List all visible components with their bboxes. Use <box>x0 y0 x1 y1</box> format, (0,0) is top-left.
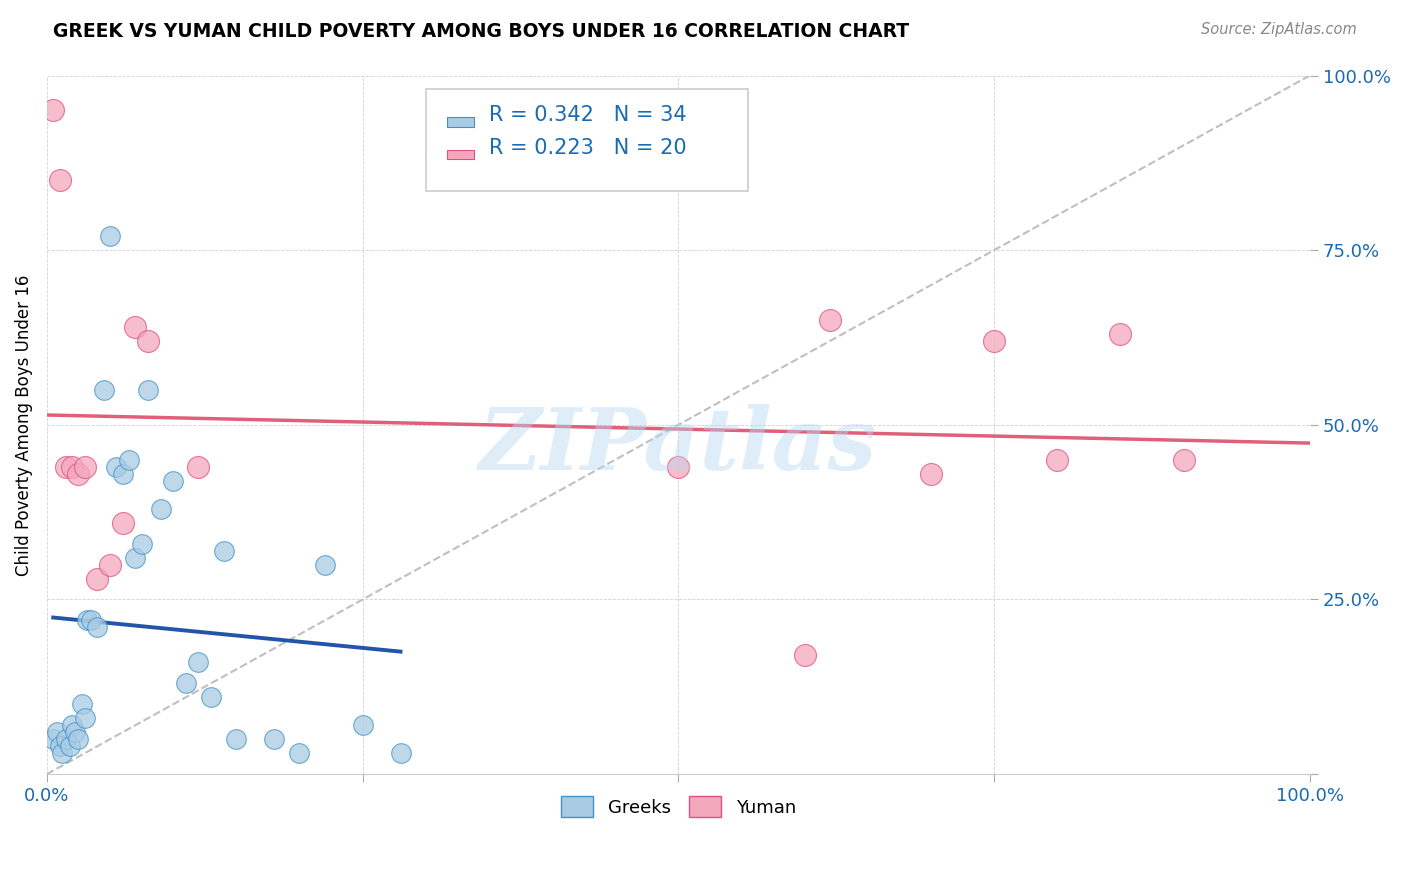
Point <box>920 467 942 481</box>
Point <box>162 474 184 488</box>
Point <box>288 746 311 760</box>
Point <box>1109 326 1132 341</box>
Text: ZIPatlas: ZIPatlas <box>479 404 877 488</box>
Point <box>73 459 96 474</box>
Point <box>55 459 77 474</box>
Point <box>63 725 86 739</box>
Point <box>59 739 82 754</box>
Point <box>86 620 108 634</box>
Point <box>98 558 121 572</box>
Point <box>80 614 103 628</box>
Text: R = 0.223   N = 20: R = 0.223 N = 20 <box>489 138 686 158</box>
Point <box>55 732 77 747</box>
Point <box>70 698 93 712</box>
Point <box>86 572 108 586</box>
Point <box>105 459 128 474</box>
Point <box>73 711 96 725</box>
Point <box>149 501 172 516</box>
Point <box>818 313 841 327</box>
Point <box>136 383 159 397</box>
Point <box>93 383 115 397</box>
Point <box>67 467 90 481</box>
Point <box>983 334 1005 348</box>
Point <box>42 732 65 747</box>
Point <box>174 676 197 690</box>
Point <box>225 732 247 747</box>
Y-axis label: Child Poverty Among Boys Under 16: Child Poverty Among Boys Under 16 <box>15 274 32 575</box>
Point <box>98 229 121 244</box>
FancyBboxPatch shape <box>447 117 474 127</box>
Point <box>48 739 70 754</box>
Point <box>42 103 65 118</box>
Point <box>48 173 70 187</box>
Point <box>263 732 285 747</box>
Point <box>60 718 83 732</box>
Point <box>111 516 134 530</box>
Point <box>136 334 159 348</box>
Text: GREEK VS YUMAN CHILD POVERTY AMONG BOYS UNDER 16 CORRELATION CHART: GREEK VS YUMAN CHILD POVERTY AMONG BOYS … <box>53 22 910 41</box>
Point <box>46 725 69 739</box>
Point <box>111 467 134 481</box>
Point <box>389 746 412 760</box>
Point <box>124 320 146 334</box>
Point <box>212 543 235 558</box>
Point <box>118 452 141 467</box>
FancyBboxPatch shape <box>447 150 474 160</box>
Point <box>187 459 209 474</box>
Text: R = 0.342   N = 34: R = 0.342 N = 34 <box>489 105 686 126</box>
Point <box>187 656 209 670</box>
Point <box>793 648 815 663</box>
Point <box>67 732 90 747</box>
Point <box>76 614 98 628</box>
Point <box>1173 452 1195 467</box>
FancyBboxPatch shape <box>426 89 748 191</box>
Legend: Greeks, Yuman: Greeks, Yuman <box>554 789 803 824</box>
Point <box>314 558 336 572</box>
Point <box>51 746 73 760</box>
Point <box>1046 452 1069 467</box>
Point <box>666 459 689 474</box>
Point <box>200 690 222 705</box>
Point <box>60 459 83 474</box>
Text: Source: ZipAtlas.com: Source: ZipAtlas.com <box>1201 22 1357 37</box>
Point <box>131 536 153 550</box>
Point <box>124 550 146 565</box>
Point <box>352 718 374 732</box>
